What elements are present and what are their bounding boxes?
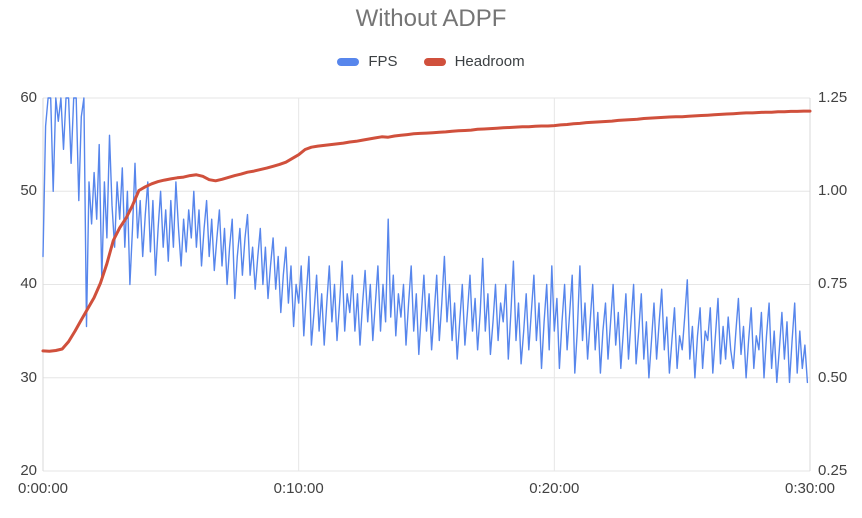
left-axis-tick-60: 60 (20, 89, 37, 106)
legend-item-headroom: Headroom (423, 53, 525, 70)
chart-title: Without ADPF (355, 5, 507, 32)
left-axis-tick-20: 20 (20, 462, 37, 479)
headroom-legend-label: Headroom (454, 53, 525, 70)
x-axis-tick-3000: 0:30:00 (784, 480, 836, 497)
headroom-series-swatch-icon (423, 57, 446, 66)
series-line-fps (42, 97, 809, 384)
legend-item-fps: FPS (337, 53, 398, 70)
right-axis-tick-025: 0.25 (818, 462, 848, 479)
right-axis-tick-100: 1.00 (818, 182, 848, 199)
x-axis-tick-1000: 0:10:00 (273, 480, 324, 497)
x-axis-tick-0000: 0:00:00 (17, 480, 69, 497)
series-line-headroom (41, 109, 812, 353)
right-axis-tick-125: 1.25 (818, 89, 848, 106)
fps-legend-label: FPS (368, 53, 398, 70)
fps-series-swatch-icon (337, 57, 360, 66)
left-axis-tick-40: 40 (20, 275, 37, 292)
right-axis-tick-075: 0.75 (818, 275, 848, 292)
left-axis-tick-30: 30 (20, 369, 37, 386)
right-axis-tick-050: 0.50 (818, 369, 848, 386)
x-axis-tick-2000: 0:20:00 (529, 480, 580, 497)
legend: FPS Headroom (0, 53, 862, 70)
left-axis-tick-50: 50 (20, 182, 37, 199)
